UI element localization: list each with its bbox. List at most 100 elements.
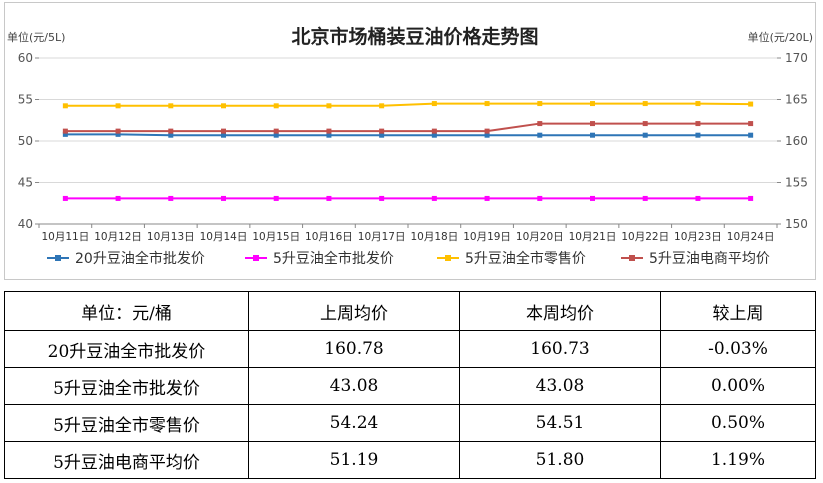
x-tick-label: 10月17日 [358, 231, 406, 243]
right-axis-unit: 单位(元/20L) [748, 30, 813, 44]
data-point [431, 128, 437, 134]
legend-marker [253, 255, 259, 261]
data-point [537, 101, 543, 107]
right-tick-label: 170 [785, 51, 808, 65]
data-point [642, 121, 648, 127]
data-point [326, 103, 332, 109]
legend-marker [55, 255, 61, 261]
data-point [379, 195, 385, 201]
x-tick-label: 10月20日 [516, 231, 564, 243]
data-point [168, 103, 174, 109]
data-point [537, 132, 543, 138]
data-point [484, 132, 490, 138]
data-point [484, 101, 490, 107]
right-tick-label: 160 [785, 134, 808, 148]
data-point [379, 132, 385, 138]
axis-layer: 40 45 50 55 60 150 155 160 165 170 10月11日 10月12日 10月… [18, 51, 808, 243]
data-point [590, 195, 595, 201]
x-tick-label: 10月23日 [674, 231, 722, 243]
row-label: 5升豆油全市批发价 [4, 367, 249, 405]
week-change: -0.03% [660, 330, 816, 368]
data-point [590, 132, 595, 138]
data-point [221, 103, 226, 109]
x-tick-label: 10月14日 [200, 231, 248, 243]
legend-label: 5升豆油全市批发价 [273, 250, 394, 267]
price-summary-table: 单位：元/桶 上周均价 本周均价 较上周 20升豆油全市批发价 160.78 1… [4, 291, 816, 479]
week-change: 0.50% [660, 404, 816, 442]
data-point [431, 195, 437, 201]
left-tick-label: 50 [18, 134, 33, 148]
right-tick-label: 165 [785, 93, 808, 107]
x-tick-label: 10月24日 [727, 231, 775, 243]
chart-title: 北京市场桶装豆油价格走势图 [291, 25, 538, 48]
chart-container: 北京市场桶装豆油价格走势图 单位(元/5L) 单位(元/20L) 40 45 50 5… [4, 2, 816, 280]
legend-marker [445, 255, 451, 261]
data-point [273, 195, 279, 201]
right-tick-label: 155 [785, 176, 808, 190]
legend: 20升豆油全市批发价 5升豆油全市批发价 5升豆油全市零售价 5升豆油电商平均价 [47, 250, 770, 267]
data-point [168, 132, 174, 138]
data-point [379, 103, 385, 109]
data-point [695, 132, 701, 138]
data-point [642, 195, 648, 201]
left-tick-label: 60 [18, 51, 33, 65]
legend-label: 5升豆油全市零售价 [465, 250, 586, 267]
data-point [748, 195, 754, 201]
data-point [62, 103, 68, 109]
data-point [221, 132, 226, 138]
x-tick-label: 10月18日 [410, 231, 458, 243]
data-point [62, 131, 68, 137]
table-row: 5升豆油全市批发价 43.08 43.08 0.00% [4, 367, 816, 405]
legend-label: 20升豆油全市批发价 [75, 250, 205, 267]
header-last-week: 上周均价 [248, 291, 460, 331]
data-point [273, 132, 279, 138]
row-label: 5升豆油电商平均价 [4, 441, 249, 479]
data-point [379, 128, 385, 134]
data-point [748, 121, 754, 127]
left-tick-label: 40 [18, 217, 33, 231]
right-tick-label: 150 [785, 217, 808, 231]
row-label: 5升豆油全市零售价 [4, 404, 249, 442]
last-week-price: 54.24 [248, 404, 460, 442]
x-tick-label: 10月11日 [41, 231, 89, 243]
data-point [326, 195, 332, 201]
data-point [326, 132, 332, 138]
data-point [273, 128, 279, 134]
x-tick-label: 10月13日 [147, 231, 195, 243]
left-axis-unit: 单位(元/5L) [7, 30, 65, 44]
x-tick-label: 10月21日 [569, 231, 617, 243]
header-this-week: 本周均价 [459, 291, 661, 331]
data-point [326, 128, 332, 134]
x-tick-label: 10月19日 [463, 231, 511, 243]
this-week-price: 160.73 [459, 330, 661, 368]
data-point [168, 195, 174, 201]
data-point [273, 103, 279, 109]
series-line [65, 102, 751, 107]
data-point [115, 195, 121, 201]
data-point [590, 121, 595, 127]
data-point [115, 128, 121, 134]
legend-label: 5升豆油电商平均价 [649, 251, 770, 267]
data-point [695, 121, 701, 127]
table-row: 5升豆油电商平均价 51.19 51.80 1.19% [4, 441, 816, 479]
week-change: 1.19% [660, 441, 816, 479]
data-point [642, 101, 648, 107]
data-point [695, 101, 701, 107]
data-point [62, 128, 68, 134]
data-point [695, 195, 701, 201]
series-layer [62, 101, 754, 201]
series-line [65, 133, 751, 137]
left-tick-label: 45 [18, 176, 33, 190]
series-line [65, 122, 751, 133]
data-point [431, 101, 437, 107]
week-change: 0.00% [660, 367, 816, 405]
x-tick-label: 10月15日 [252, 231, 300, 243]
row-label: 20升豆油全市批发价 [4, 330, 249, 368]
data-point [221, 195, 226, 201]
table-row: 5升豆油全市零售价 54.24 54.51 0.50% [4, 404, 816, 442]
this-week-price: 43.08 [459, 367, 661, 405]
data-point [748, 132, 754, 138]
price-trend-chart: 北京市场桶装豆油价格走势图 单位(元/5L) 单位(元/20L) 40 45 50 5… [7, 25, 813, 267]
data-point [484, 195, 490, 201]
data-point [590, 101, 595, 107]
